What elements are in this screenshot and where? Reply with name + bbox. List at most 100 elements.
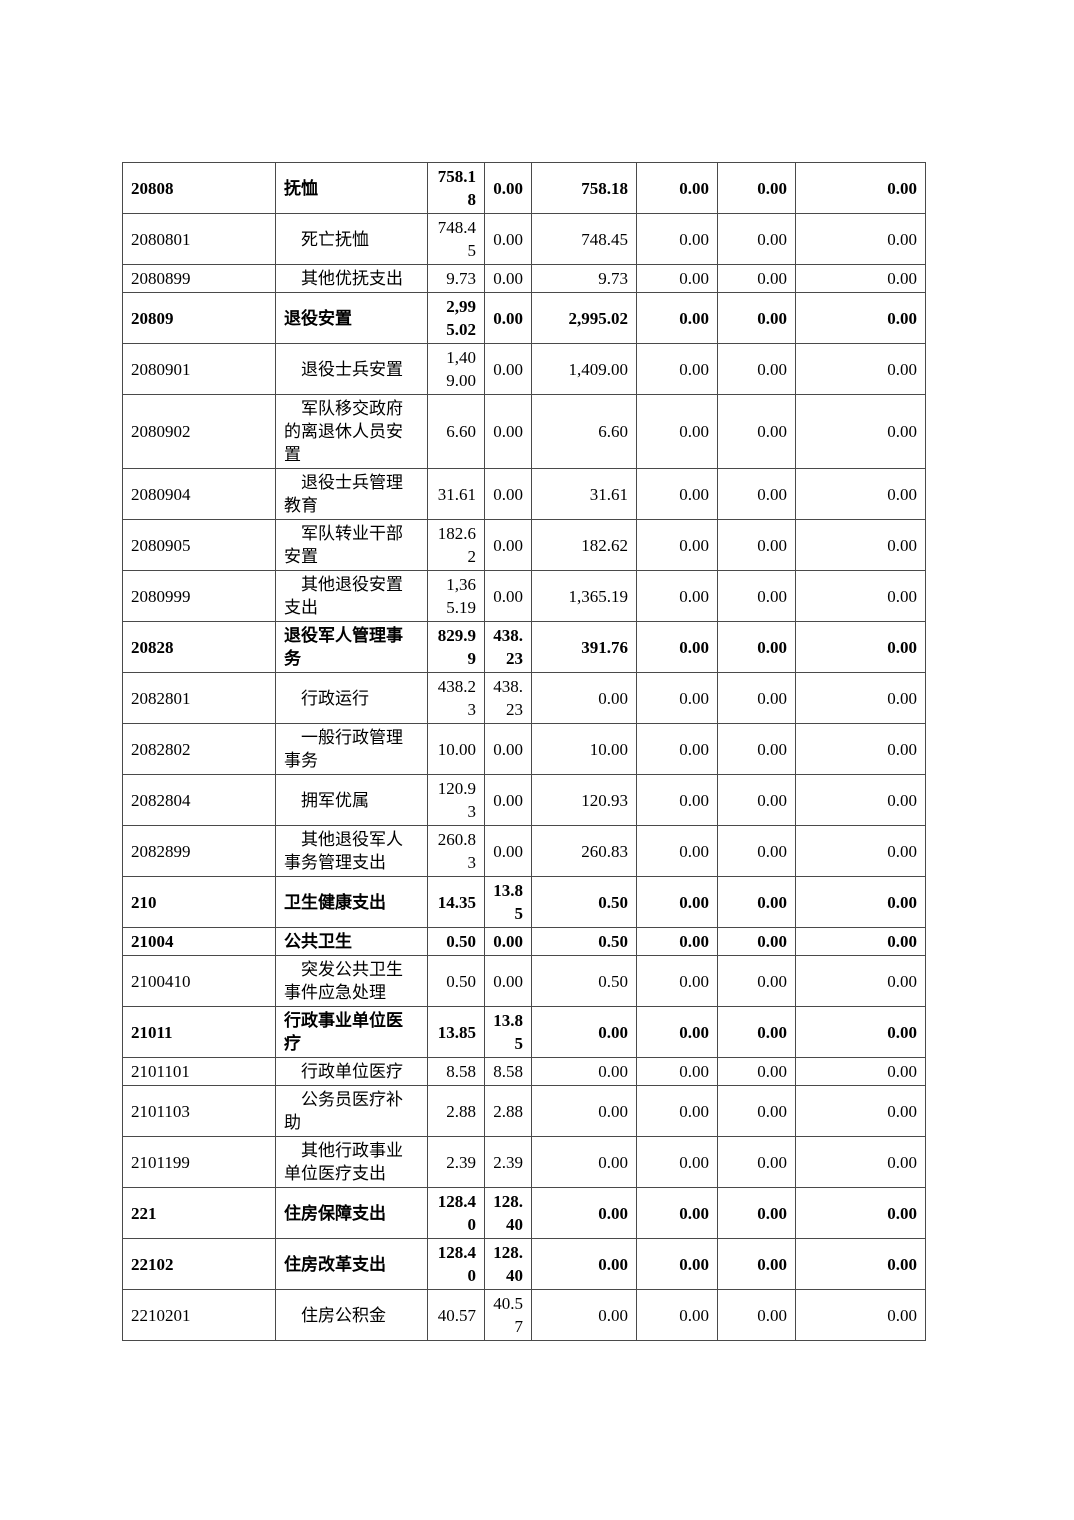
table-row: 2080905 军队转业干部安置 182.62 0.00 182.62 0.00 0.00 0… (122, 519, 926, 571)
cell-code: 20808 (122, 162, 276, 214)
cell-value-4: 0.00 (636, 1136, 718, 1188)
cell-code: 2080904 (122, 468, 276, 520)
cell-name: 行政事业单位医疗 (275, 1006, 428, 1058)
cell-value-2: 438.23 (484, 672, 532, 724)
cell-value-3: 758.18 (531, 162, 637, 214)
cell-value-2: 0.00 (484, 927, 532, 956)
cell-value-2: 0.00 (484, 264, 532, 293)
cell-value-6: 0.00 (795, 1136, 926, 1188)
table-row: 21004 公共卫生 0.50 0.00 0.50 0.00 0.00 0.00 (122, 927, 926, 956)
cell-value-1: 6.60 (427, 394, 485, 469)
table-row: 2101103 公务员医疗补助 2.88 2.88 0.00 0.00 0.00 0.00 (122, 1085, 926, 1137)
cell-value-6: 0.00 (795, 1238, 926, 1290)
cell-code: 2101103 (122, 1085, 276, 1137)
cell-value-1: 2,995.02 (427, 292, 485, 344)
cell-value-5: 0.00 (717, 1238, 796, 1290)
cell-value-1: 0.50 (427, 955, 485, 1007)
cell-value-5: 0.00 (717, 1057, 796, 1086)
cell-value-4: 0.00 (636, 570, 718, 622)
cell-value-2: 128.40 (484, 1238, 532, 1290)
cell-value-3: 0.00 (531, 1136, 637, 1188)
cell-name: 退役军人管理事务 (275, 621, 428, 673)
table-row: 2210201 住房公积金 40.57 40.57 0.00 0.00 0.00 0.00 (122, 1289, 926, 1341)
cell-value-4: 0.00 (636, 1289, 718, 1341)
cell-value-3: 0.00 (531, 672, 637, 724)
cell-value-6: 0.00 (795, 468, 926, 520)
cell-value-2: 0.00 (484, 519, 532, 571)
cell-name: 其他行政事业单位医疗支出 (275, 1136, 428, 1188)
cell-value-1: 1,365.19 (427, 570, 485, 622)
cell-value-6: 0.00 (795, 519, 926, 571)
cell-value-4: 0.00 (636, 213, 718, 265)
cell-name: 住房保障支出 (275, 1187, 428, 1239)
cell-value-6: 0.00 (795, 264, 926, 293)
cell-value-6: 0.00 (795, 343, 926, 395)
cell-name: 军队转业干部安置 (275, 519, 428, 571)
cell-value-1: 128.40 (427, 1238, 485, 1290)
cell-value-5: 0.00 (717, 394, 796, 469)
cell-value-4: 0.00 (636, 519, 718, 571)
cell-value-1: 2.39 (427, 1136, 485, 1188)
table-row: 2082804 拥军优属 120.93 0.00 120.93 0.00 0.00 0.00 (122, 774, 926, 826)
cell-value-5: 0.00 (717, 876, 796, 928)
cell-value-2: 40.57 (484, 1289, 532, 1341)
cell-value-5: 0.00 (717, 955, 796, 1007)
cell-name: 其他退役安置支出 (275, 570, 428, 622)
cell-code: 2080902 (122, 394, 276, 469)
table-row: 221 住房保障支出 128.40 128.40 0.00 0.00 0.00 0.00 (122, 1187, 926, 1239)
cell-value-4: 0.00 (636, 825, 718, 877)
cell-name: 其他优抚支出 (275, 264, 428, 293)
table-row: 2080901 退役士兵安置 1,409.00 0.00 1,409.00 0.00 0.0… (122, 343, 926, 395)
cell-value-1: 120.93 (427, 774, 485, 826)
cell-value-5: 0.00 (717, 1136, 796, 1188)
cell-value-5: 0.00 (717, 1085, 796, 1137)
cell-value-3: 0.00 (531, 1057, 637, 1086)
cell-value-5: 0.00 (717, 162, 796, 214)
cell-value-4: 0.00 (636, 1057, 718, 1086)
cell-value-6: 0.00 (795, 876, 926, 928)
cell-value-2: 13.85 (484, 876, 532, 928)
budget-table-body: 20808 抚恤 758.18 0.00 758.18 0.00 0.00 0.00 20808… (122, 162, 926, 1341)
cell-value-4: 0.00 (636, 955, 718, 1007)
table-row: 2101101 行政单位医疗 8.58 8.58 0.00 0.00 0.00 0.00 (122, 1057, 926, 1086)
cell-value-5: 0.00 (717, 213, 796, 265)
cell-value-4: 0.00 (636, 927, 718, 956)
cell-code: 21004 (122, 927, 276, 956)
cell-value-6: 0.00 (795, 672, 926, 724)
cell-value-4: 0.00 (636, 468, 718, 520)
cell-value-3: 0.00 (531, 1289, 637, 1341)
cell-value-5: 0.00 (717, 1187, 796, 1239)
cell-value-3: 6.60 (531, 394, 637, 469)
cell-name: 退役士兵管理教育 (275, 468, 428, 520)
cell-value-5: 0.00 (717, 519, 796, 571)
cell-value-3: 0.00 (531, 1187, 637, 1239)
cell-value-3: 10.00 (531, 723, 637, 775)
cell-value-4: 0.00 (636, 292, 718, 344)
cell-value-3: 0.00 (531, 1006, 637, 1058)
cell-value-6: 0.00 (795, 394, 926, 469)
cell-value-6: 0.00 (795, 621, 926, 673)
cell-value-6: 0.00 (795, 1187, 926, 1239)
cell-code: 2082802 (122, 723, 276, 775)
cell-value-5: 0.00 (717, 774, 796, 826)
cell-code: 2080905 (122, 519, 276, 571)
cell-name: 抚恤 (275, 162, 428, 214)
cell-value-6: 0.00 (795, 1057, 926, 1086)
cell-value-1: 10.00 (427, 723, 485, 775)
table-row: 21011 行政事业单位医疗 13.85 13.85 0.00 0.00 0.00 0.00 (122, 1006, 926, 1058)
cell-value-3: 31.61 (531, 468, 637, 520)
cell-value-2: 0.00 (484, 213, 532, 265)
cell-name: 拥军优属 (275, 774, 428, 826)
cell-code: 2101199 (122, 1136, 276, 1188)
cell-value-6: 0.00 (795, 570, 926, 622)
cell-value-2: 13.85 (484, 1006, 532, 1058)
table-row: 210 卫生健康支出 14.35 13.85 0.50 0.00 0.00 0.00 (122, 876, 926, 928)
cell-value-3: 1,365.19 (531, 570, 637, 622)
cell-code: 210 (122, 876, 276, 928)
cell-value-5: 0.00 (717, 927, 796, 956)
cell-code: 2101101 (122, 1057, 276, 1086)
table-row: 2080899 其他优抚支出 9.73 0.00 9.73 0.00 0.00 0.00 (122, 264, 926, 293)
table-row: 2100410 突发公共卫生事件应急处理 0.50 0.00 0.50 0.00 0.00 0… (122, 955, 926, 1007)
cell-value-3: 182.62 (531, 519, 637, 571)
